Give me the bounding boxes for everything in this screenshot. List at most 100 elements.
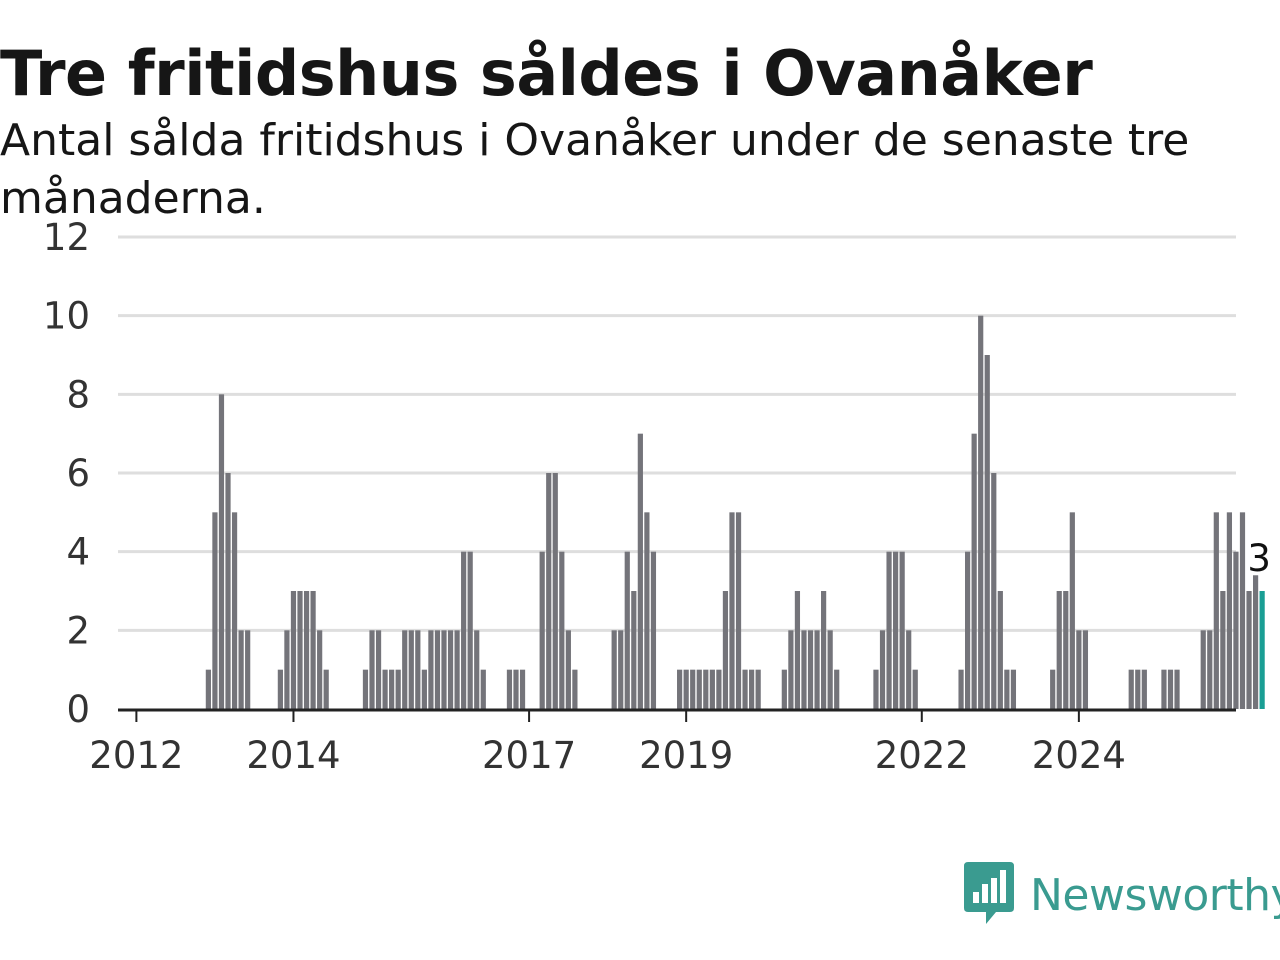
y-tick-label: 4 bbox=[66, 531, 90, 574]
bar bbox=[1069, 512, 1075, 709]
newsworthy-logo-icon bbox=[964, 862, 1014, 928]
bar bbox=[428, 630, 434, 709]
bar bbox=[893, 551, 899, 709]
bar bbox=[1167, 669, 1174, 709]
bar bbox=[997, 591, 1003, 709]
bar bbox=[631, 591, 637, 709]
bar bbox=[1010, 669, 1017, 709]
bar bbox=[978, 315, 984, 709]
bar bbox=[323, 669, 329, 709]
y-tick-label: 2 bbox=[66, 609, 90, 652]
bar bbox=[1220, 591, 1226, 709]
bar bbox=[1076, 630, 1082, 709]
bar bbox=[284, 630, 290, 709]
bar bbox=[834, 669, 840, 709]
bar bbox=[971, 433, 977, 709]
bar bbox=[644, 512, 650, 709]
bar bbox=[807, 630, 814, 709]
bar bbox=[794, 591, 801, 709]
bar bbox=[749, 669, 755, 709]
bar bbox=[611, 630, 617, 709]
bar bbox=[991, 473, 997, 709]
bar bbox=[565, 630, 571, 709]
bar bbox=[480, 669, 486, 709]
bar bbox=[1082, 630, 1089, 709]
latest-value-label: 3 bbox=[1247, 537, 1271, 580]
bar bbox=[677, 669, 683, 709]
bar bbox=[650, 551, 657, 709]
bar bbox=[873, 669, 879, 709]
bar bbox=[421, 669, 427, 709]
bar bbox=[703, 669, 709, 709]
bar bbox=[382, 669, 388, 709]
bar bbox=[395, 669, 401, 709]
bar bbox=[735, 512, 742, 709]
bar bbox=[572, 669, 578, 709]
bar bbox=[474, 630, 480, 709]
x-tick-label: 2022 bbox=[875, 734, 969, 777]
brand-name: Newsworthy bbox=[1030, 869, 1280, 921]
bar bbox=[781, 669, 787, 709]
bar bbox=[1226, 512, 1233, 709]
bar bbox=[290, 591, 297, 709]
chart-title: Tre fritidshus såldes i Ovanåker bbox=[0, 37, 1093, 110]
bar bbox=[696, 669, 702, 709]
bar bbox=[912, 669, 918, 709]
bar bbox=[205, 669, 211, 709]
bar bbox=[801, 630, 807, 709]
bar bbox=[441, 630, 447, 709]
bar bbox=[1174, 669, 1180, 709]
bar bbox=[965, 551, 971, 709]
gridlines bbox=[118, 235, 1236, 632]
y-tick-label: 12 bbox=[43, 216, 90, 259]
bar bbox=[637, 433, 643, 709]
bar bbox=[519, 669, 526, 709]
bar bbox=[1161, 669, 1167, 709]
bar bbox=[513, 669, 519, 709]
chart-subtitle: Antal sålda fritidshus i Ovanåker under … bbox=[0, 115, 1190, 224]
bar bbox=[886, 551, 892, 709]
axes bbox=[118, 708, 1236, 722]
x-tick-label: 2017 bbox=[482, 734, 576, 777]
bar bbox=[552, 473, 558, 709]
bar bbox=[454, 630, 460, 709]
bar bbox=[690, 669, 696, 709]
bar bbox=[1246, 591, 1252, 709]
bar bbox=[245, 630, 251, 709]
bar bbox=[317, 630, 323, 709]
bar bbox=[827, 630, 833, 709]
bars bbox=[205, 315, 1265, 709]
bar bbox=[1050, 669, 1056, 709]
bar bbox=[729, 512, 735, 709]
bar bbox=[1213, 512, 1219, 709]
bar bbox=[1063, 591, 1069, 709]
bar-latest bbox=[1259, 591, 1265, 709]
bar bbox=[1004, 669, 1010, 709]
bar bbox=[277, 669, 283, 709]
bar bbox=[1135, 669, 1141, 709]
bar bbox=[389, 669, 395, 709]
bar bbox=[461, 551, 467, 709]
bar bbox=[408, 630, 414, 709]
bar bbox=[906, 630, 912, 709]
bar bbox=[212, 512, 218, 709]
bar bbox=[716, 669, 722, 709]
bar bbox=[447, 630, 454, 709]
bar bbox=[618, 630, 624, 709]
bar bbox=[821, 591, 827, 709]
newsworthy-brand[interactable]: Newsworthy bbox=[964, 862, 1280, 928]
bar bbox=[225, 473, 231, 709]
bar bbox=[539, 551, 545, 709]
bar bbox=[958, 669, 964, 709]
bar bbox=[1233, 551, 1239, 709]
y-tick-label: 10 bbox=[43, 295, 90, 338]
bar bbox=[1128, 669, 1134, 709]
bar bbox=[506, 669, 513, 709]
bar bbox=[742, 669, 748, 709]
x-tick-label: 2019 bbox=[639, 734, 733, 777]
bar bbox=[709, 669, 715, 709]
bar bbox=[310, 591, 316, 709]
x-tick-label: 2014 bbox=[246, 734, 340, 777]
bar bbox=[297, 591, 303, 709]
